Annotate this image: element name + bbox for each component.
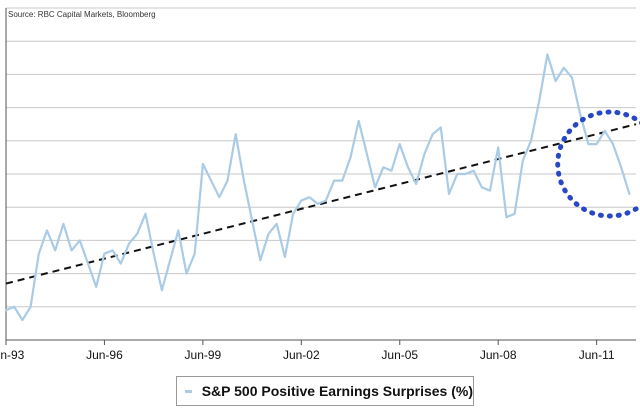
x-tick-label: Jun-93 [0,348,25,362]
x-tick-label: Jun-99 [185,348,222,362]
highlight-circle [555,109,640,219]
x-tick-label: Jun-02 [283,348,320,362]
highlight-layer [555,109,640,219]
series-layer [4,53,631,322]
source-note: Source: RBC Capital Markets, Bloomberg [8,10,156,19]
trendline [5,123,637,285]
x-tick-label: Jun-11 [579,348,615,362]
legend-label: S&P 500 Positive Earnings Surprises (%) [201,383,473,399]
legend: S&P 500 Positive Earnings Surprises (%) [176,376,474,406]
x-tick-label: Jun-96 [86,348,123,362]
x-tick-labels: Jun-93 Jun-96 Jun-99 Jun-02 Jun-05 Jun-08 Jun-… [0,340,615,362]
x-tick-label: Jun-05 [381,348,418,362]
legend-swatch [185,389,192,393]
gridlines [6,7,636,308]
x-tick-label: Jun-08 [480,348,517,362]
series-line [4,53,631,322]
trendline-layer [5,123,637,285]
axes [5,8,636,341]
